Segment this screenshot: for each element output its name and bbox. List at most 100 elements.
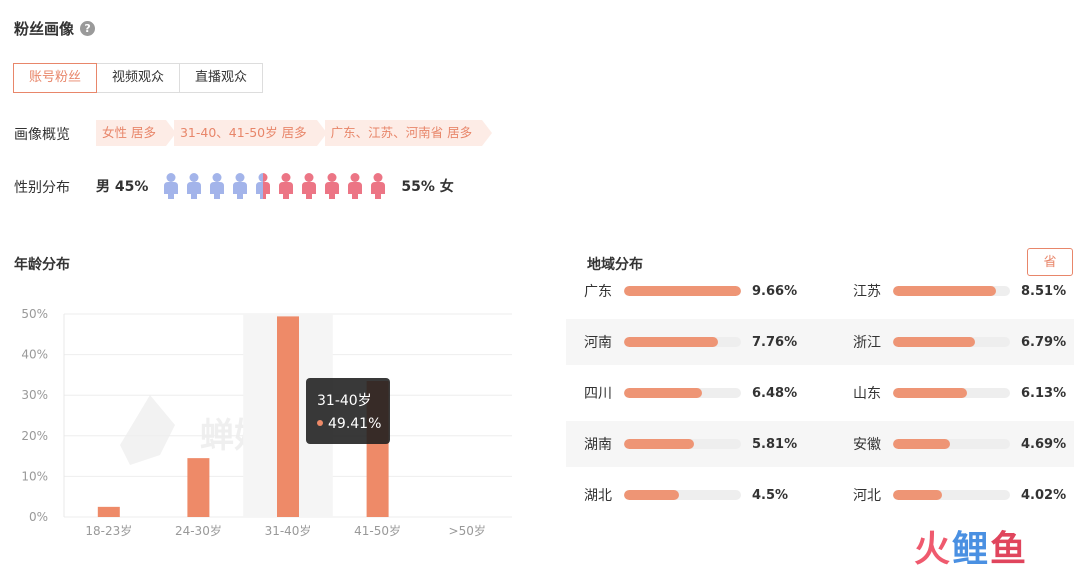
y-tick-label: 20% (21, 429, 48, 443)
region-item: 山东 6.13% (853, 370, 1066, 416)
region-row: 四川 6.48% 山东 6.13% (566, 370, 1074, 416)
bar (277, 316, 299, 517)
region-bar-fill (624, 388, 703, 398)
person-icon (187, 173, 202, 199)
region-row: 湖南 5.81% 安徽 4.69% (566, 421, 1074, 467)
gender-distribution: 男 45% 55% 女 (96, 172, 454, 200)
region-value: 6.79% (1021, 334, 1067, 350)
person-icon (371, 173, 386, 199)
region-name: 河北 (853, 488, 881, 504)
region-row: 河南 7.76% 浙江 6.79% (566, 319, 1074, 365)
region-value: 8.51% (1021, 283, 1067, 299)
region-name: 湖北 (584, 488, 612, 504)
y-tick-label: 10% (21, 469, 48, 483)
region-value: 4.5% (752, 487, 789, 503)
region-value: 6.13% (1021, 385, 1067, 401)
x-axis-labels: 18-23岁 24-30岁 31-40岁 41-50岁 >50岁 (85, 523, 486, 538)
person-icon (302, 173, 317, 199)
person-icon (210, 173, 225, 199)
region-row: 湖北 4.5% 河北 4.02% (566, 472, 1074, 518)
age-bar-chart: 蝉妈妈 0%10%20%30%40%50% 18-23岁24-30岁31-40岁… (21, 307, 512, 538)
region-value: 6.48% (752, 385, 798, 401)
region-bar-fill (624, 337, 718, 347)
region-bar-fill (893, 286, 997, 296)
overview-tag-region: 广东、江苏、河南省 居多 (324, 120, 493, 146)
region-bar-fill (893, 337, 976, 347)
region-name: 江苏 (853, 284, 881, 300)
y-tick-label: 0% (29, 510, 48, 524)
tooltip-box (306, 378, 390, 444)
region-bar (893, 337, 1010, 347)
tab-video-viewers[interactable]: 视频观众 (96, 63, 181, 93)
region-name: 浙江 (853, 335, 881, 351)
region-value: 5.81% (752, 436, 798, 452)
page-title-text: 粉丝画像 (14, 20, 75, 38)
region-item: 四川 6.48% (584, 370, 797, 416)
tooltip-category: 31-40岁 (317, 393, 372, 409)
region-item: 江苏 8.51% (853, 268, 1066, 314)
region-bar (624, 286, 741, 296)
tab-account-fans[interactable]: 账号粉丝 (13, 63, 98, 93)
person-icon (164, 173, 179, 199)
region-value: 4.69% (1021, 436, 1067, 452)
region-bar-fill (893, 388, 968, 398)
y-axis-labels: 0% 10% 20% 30% 40% 50% (21, 307, 48, 524)
region-item: 广东 9.66% (584, 268, 797, 314)
region-name: 四川 (584, 386, 612, 402)
region-name: 广东 (584, 284, 612, 300)
region-name: 河南 (584, 335, 612, 351)
region-item: 浙江 6.79% (853, 319, 1066, 365)
person-icon (325, 173, 340, 199)
audience-tabs: 账号粉丝 视频观众 直播观众 (13, 63, 264, 93)
gender-female-text: 55% 女 (401, 179, 454, 195)
region-item: 河北 4.02% (853, 472, 1066, 518)
person-icon (233, 173, 248, 199)
gender-label: 性别分布 (14, 180, 70, 196)
region-bar (624, 490, 741, 500)
chart-tooltip: 31-40岁 49.41% (306, 378, 390, 444)
region-bar (893, 490, 1010, 500)
region-item: 湖南 5.81% (584, 421, 797, 467)
page-title: 粉丝画像 ? (14, 18, 96, 39)
brand-logo: 火鲤鱼 (914, 529, 1029, 570)
tooltip-value: 49.41% (328, 416, 381, 432)
tab-live-viewers[interactable]: 直播观众 (179, 63, 264, 93)
region-bar (893, 439, 1010, 449)
watermark-icon (120, 395, 175, 465)
region-name: 湖南 (584, 437, 612, 453)
region-bar-fill (893, 439, 950, 449)
region-item: 河南 7.76% (584, 319, 797, 365)
region-value: 4.02% (1021, 487, 1067, 503)
region-item: 湖北 4.5% (584, 472, 788, 518)
overview-label: 画像概览 (14, 127, 70, 143)
gender-people-icons (162, 172, 387, 200)
region-bar (624, 337, 741, 347)
x-tick-label: 41-50岁 (354, 523, 401, 538)
age-section-title: 年龄分布 (14, 257, 70, 273)
province-toggle-button[interactable]: 省 (1027, 248, 1073, 276)
region-bar-fill (893, 490, 942, 500)
x-tick-label: >50岁 (449, 523, 486, 538)
region-bar (893, 286, 1010, 296)
person-icon (279, 173, 294, 199)
x-tick-label: 24-30岁 (175, 523, 222, 538)
region-bar (893, 388, 1010, 398)
region-name: 安徽 (853, 437, 881, 453)
y-tick-label: 50% (21, 307, 48, 321)
region-name: 山东 (853, 386, 881, 402)
region-bar (624, 439, 741, 449)
y-tick-label: 30% (21, 388, 48, 402)
overview-tag-age: 31-40、41-50岁 居多 (173, 120, 327, 146)
overview-tag-gender: 女性 居多 (96, 120, 176, 146)
region-item: 安徽 4.69% (853, 421, 1066, 467)
person-icon (348, 173, 363, 199)
region-bar-fill (624, 439, 695, 449)
question-circle-icon[interactable]: ? (80, 21, 96, 36)
overview-tags: 女性 居多 31-40、41-50岁 居多 广东、江苏、河南省 居多 (96, 120, 493, 146)
person-icon (256, 173, 271, 199)
region-row: 广东 9.66% 江苏 8.51% (566, 268, 1074, 314)
region-value: 7.76% (752, 334, 798, 350)
region-bar-fill (624, 490, 679, 500)
bar (97, 506, 120, 517)
region-bar (624, 388, 741, 398)
